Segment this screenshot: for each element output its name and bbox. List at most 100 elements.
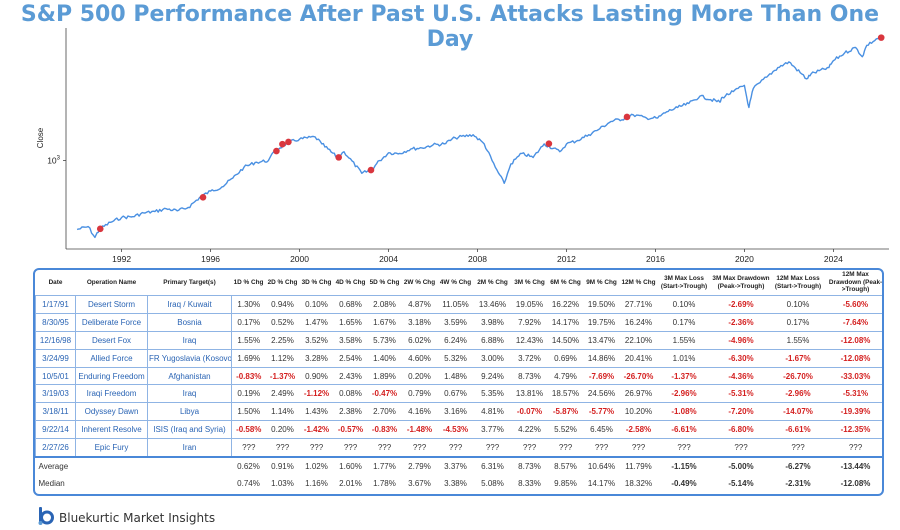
y-tick-label: 103 [47, 156, 60, 166]
table-cell: 9/22/14 [35, 420, 76, 439]
table-cell: 87.50% [512, 492, 548, 494]
table-cell: 8.73% [511, 366, 548, 385]
table-cell [76, 457, 148, 475]
x-tick-label: 2000 [290, 254, 309, 264]
table-cell: 5.52% [547, 420, 584, 439]
table-cell: 3.38% [444, 478, 467, 488]
table-cell: ??? [547, 438, 584, 459]
table-cell: 14.17% [547, 312, 584, 332]
table-cell: Iraq [147, 330, 232, 350]
table-cell: ??? [583, 438, 620, 459]
chart-axes: Close [36, 28, 889, 250]
table-cell: 1.50% [231, 402, 266, 421]
table-cell: 16.24% [619, 312, 658, 332]
table-cell: -1.67% [771, 348, 825, 368]
table-cell: 19.75% [583, 312, 620, 332]
table-cell: ??? [771, 438, 825, 459]
y-axis-ticks: 103 [47, 156, 66, 166]
table-cell: 6.45% [583, 420, 620, 439]
table-cell: 1.55% [657, 330, 711, 350]
table-cell: 3.28% [299, 348, 334, 368]
table-cell: 6.88% [473, 330, 512, 350]
sp500-line-chart: Close 1992 1996 2000 2004 2008 2012 2016 2020 20… [36, 28, 889, 264]
table-cell: 3.77% [473, 420, 512, 439]
table-cell: 75.00% [300, 492, 334, 494]
table-row: 3/19/03 Iraqi Freedom Iraq 0.19% 2.49% -1.12%… [35, 384, 882, 403]
table-cell: 1.16% [305, 478, 328, 488]
table-cell: ??? [511, 438, 548, 459]
event-marker [877, 34, 885, 41]
column-header: 5D % Chg [369, 278, 400, 286]
table-cell: % Positive [36, 492, 76, 494]
column-header: 2W % Chg [403, 278, 436, 286]
column-header: 9M % Chg [586, 278, 617, 286]
table-cell [148, 457, 232, 475]
table-cell: 0.19% [231, 384, 266, 403]
table-cell: 1.01% [657, 348, 711, 368]
table-header-row: Date Operation Name Primary Target(s) 1D % … [36, 270, 883, 296]
x-axis-ticks: 1992 1996 2000 2004 2008 2012 2016 2020 2024 [112, 249, 843, 264]
table-cell: Iraq [147, 384, 232, 403]
table-cell: ??? [367, 438, 402, 459]
column-header: 6M % Chg [550, 278, 581, 286]
table-cell: 18.57% [547, 384, 584, 403]
table-cell: 0.69% [547, 348, 584, 368]
table-cell: 0.00% [711, 492, 772, 494]
table-cell [76, 475, 148, 492]
table-cell: -6.27% [785, 461, 811, 471]
column-header: 2D % Chg [267, 278, 298, 286]
table-row: 1/17/91 Desert Storm Iraq / Kuwait 1.30% 0.9… [35, 295, 882, 314]
table-cell: 1.67% [367, 312, 402, 332]
table-cell: 0.74% [237, 478, 260, 488]
table-cell: 1.02% [305, 461, 328, 471]
table-cell: 87.50% [548, 492, 584, 494]
table-cell: -12.08% [824, 330, 882, 350]
table-cell: Epic Fury [75, 438, 148, 459]
table-row: % Positive75.00%87.50%75.00%87.50%75.00%… [36, 492, 883, 494]
table-cell: Desert Storm [75, 295, 148, 314]
table-cell: 2.49% [265, 384, 300, 403]
table-cell: 0.68% [333, 295, 368, 314]
table-cell: 75.00% [368, 492, 402, 494]
table-cell: -12.08% [824, 348, 882, 368]
table-cell: -1.37% [657, 366, 711, 385]
column-header: 12M Max Drawdown (Peak->Trough) [828, 271, 883, 294]
column-header: 3M % Chg [514, 278, 545, 286]
table-cell: ??? [657, 438, 711, 459]
table-cell: 37.50% [772, 492, 825, 494]
table-cell: Deliberate Force [75, 312, 148, 332]
table-cell: 1.69% [231, 348, 266, 368]
event-marker [367, 166, 375, 174]
table-cell: 1.03% [271, 478, 294, 488]
table-cell: 1.30% [231, 295, 266, 314]
table-cell: -7.64% [824, 312, 882, 332]
table-cell: 1/17/91 [35, 295, 76, 314]
column-header: 4W % Chg [439, 278, 472, 286]
table-cell: 3.18% [401, 312, 438, 332]
table-cell: 0.79% [401, 384, 438, 403]
table-cell: -26.70% [619, 366, 658, 385]
table-cell: 11.79% [625, 461, 652, 471]
table-cell: FR Yugoslavia (Kosovo) [147, 348, 232, 368]
table-cell: 1.77% [373, 461, 396, 471]
table-cell: 3/18/11 [35, 402, 76, 421]
table-cell: 6.31% [481, 461, 504, 471]
y-axis-label: Close [36, 127, 45, 148]
table-cell: 3.67% [408, 478, 431, 488]
table-cell: 3.58% [333, 330, 368, 350]
table-cell: Median [38, 478, 65, 488]
table-cell: -2.96% [657, 384, 711, 403]
table-cell: Average [38, 461, 69, 471]
table-cell: 1.43% [299, 402, 334, 421]
table-cell: 9.85% [554, 478, 577, 488]
table-cell: 1.60% [339, 461, 362, 471]
table-cell: 0.10% [657, 295, 711, 314]
table-cell: 4.79% [547, 366, 584, 385]
table-cell: -6.80% [710, 420, 772, 439]
table-cell: 0.10% [771, 295, 825, 314]
table-cell: 3.00% [473, 348, 512, 368]
table-cell: 12.43% [511, 330, 548, 350]
table-cell: -1.08% [657, 402, 711, 421]
table-cell: ??? [231, 438, 266, 459]
table-cell: -7.20% [710, 402, 772, 421]
